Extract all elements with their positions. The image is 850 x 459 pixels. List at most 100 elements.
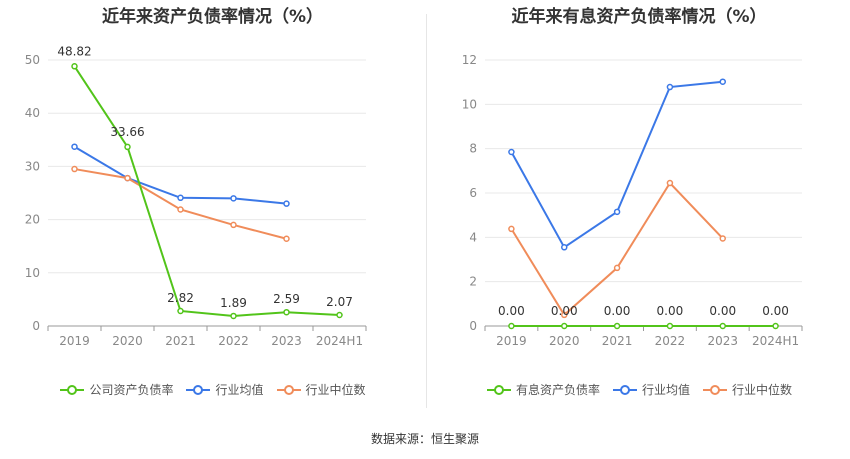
y-tick-label: 4 [469, 230, 477, 244]
divider [426, 14, 427, 408]
data-point [283, 308, 290, 316]
y-tick-label: 0 [469, 319, 477, 333]
series-line [510, 181, 724, 317]
chart-title: 近年来有息资产负债率情况（%） [511, 7, 767, 27]
series-line [510, 80, 723, 249]
x-tick-label: 2021 [602, 334, 633, 348]
legend-item[interactable]: 公司资产负债率 [59, 381, 173, 398]
legend-line-icon [486, 384, 511, 395]
data-point [561, 322, 568, 330]
data-point [719, 78, 726, 85]
y-tick-label: 20 [25, 213, 40, 227]
data-label: 2.07 [326, 295, 353, 309]
x-tick-label: 2022 [655, 334, 686, 348]
data-label: 0.00 [657, 304, 684, 318]
legend-line-icon [612, 384, 637, 395]
legend-item[interactable]: 行业均值 [185, 381, 264, 398]
legend-marker [619, 384, 630, 395]
chart-plot: 0 2 4 6 8 10 12 2019 2020 2021 2022 2023 2024H1 0.00 0… [462, 53, 803, 348]
legend-item[interactable]: 行业均值 [612, 381, 690, 398]
data-label: 0.00 [762, 304, 789, 318]
legend-marker [710, 384, 720, 395]
data-point [508, 148, 515, 156]
source-note: 数据来源：恒生聚源 [370, 432, 479, 446]
legend-line-icon [276, 384, 301, 395]
data-label: 0.00 [551, 304, 578, 318]
data-point [561, 244, 568, 251]
data-point [613, 322, 621, 330]
chart-plot: 0 10 20 30 40 50 2019 2020 2021 2022 2023 2024H1 48.… [25, 44, 367, 348]
x-tick-label: 2024H1 [752, 334, 799, 348]
legend-item[interactable]: 行业中位数 [276, 381, 366, 398]
legend-label: 行业均值 [215, 383, 264, 397]
data-point [719, 235, 726, 242]
data-label: 48.82 [57, 44, 91, 58]
x-tick-label: 2022 [218, 334, 249, 348]
data-point [283, 235, 290, 243]
data-label: 0.00 [604, 304, 631, 318]
data-label: 2.82 [167, 291, 194, 305]
data-point [772, 322, 779, 330]
data-point [561, 311, 568, 319]
data-point [71, 165, 78, 173]
data-point [71, 143, 78, 150]
data-point [71, 63, 78, 70]
data-point [666, 322, 674, 330]
x-tick-label: 2020 [549, 334, 580, 348]
data-point [508, 225, 515, 233]
legend-marker [67, 384, 78, 395]
data-label: 1.89 [220, 296, 247, 310]
legend-marker [193, 384, 204, 395]
legend-label: 行业中位数 [732, 383, 793, 397]
chart-panel-left: 近年来资产负债率情况（%） 0 10 20 30 40 50 2019 2020 2021 202… [0, 0, 425, 410]
legend-label: 行业均值 [641, 383, 690, 397]
data-point [177, 206, 184, 213]
data-label: 33.66 [110, 125, 144, 139]
y-tick-label: 6 [469, 186, 477, 200]
data-point [230, 221, 237, 229]
data-point [613, 264, 621, 272]
y-tick-label: 50 [25, 53, 40, 67]
legend-marker [493, 384, 504, 395]
data-point [230, 195, 237, 202]
data-point [177, 307, 184, 315]
legend-label: 有息资产负债率 [515, 383, 600, 397]
data-point [666, 83, 674, 91]
x-tick-label: 2019 [59, 334, 90, 348]
data-label: 0.00 [709, 304, 736, 318]
data-point [124, 174, 131, 182]
x-tick-label: 2020 [112, 334, 143, 348]
y-tick-label: 40 [25, 106, 40, 120]
legend-item[interactable]: 有息资产负债率 [486, 381, 600, 398]
chart-legend[interactable]: 公司资产负债率 行业均值 行业中位数 [0, 381, 425, 398]
data-point [283, 200, 290, 207]
legend-marker [283, 384, 294, 395]
x-tick-label: 2021 [165, 334, 196, 348]
data-point [177, 194, 184, 202]
x-tick-label: 2023 [707, 334, 738, 348]
data-point [124, 143, 131, 151]
y-tick-label: 0 [32, 319, 40, 333]
data-label: 0.00 [498, 304, 525, 318]
y-tick-label: 8 [469, 142, 477, 156]
data-point [230, 312, 237, 320]
data-label: 2.59 [273, 292, 300, 306]
data-point [613, 208, 621, 216]
x-tick-label: 2024H1 [316, 334, 363, 348]
y-tick-label: 30 [25, 159, 40, 173]
y-tick-label: 2 [469, 275, 477, 289]
chart-legend[interactable]: 有息资产负债率 行业均值 行业中位数 [428, 381, 850, 398]
legend-item[interactable]: 行业中位数 [702, 381, 792, 398]
chart-panel-right: 近年来有息资产负债率情况（%） 0 2 4 6 8 10 12 2019 2020 2021 202… [428, 0, 850, 410]
data-point [719, 322, 726, 330]
series-line [73, 65, 340, 317]
legend-line-icon [703, 384, 727, 395]
x-tick-label: 2023 [271, 334, 302, 348]
y-tick-label: 10 [462, 97, 477, 111]
data-point [336, 311, 343, 319]
legend-label: 行业中位数 [305, 383, 366, 397]
legend-line-icon [60, 384, 85, 395]
y-tick-label: 10 [25, 266, 40, 280]
legend-label: 公司资产负债率 [89, 383, 174, 397]
data-point [666, 179, 674, 187]
